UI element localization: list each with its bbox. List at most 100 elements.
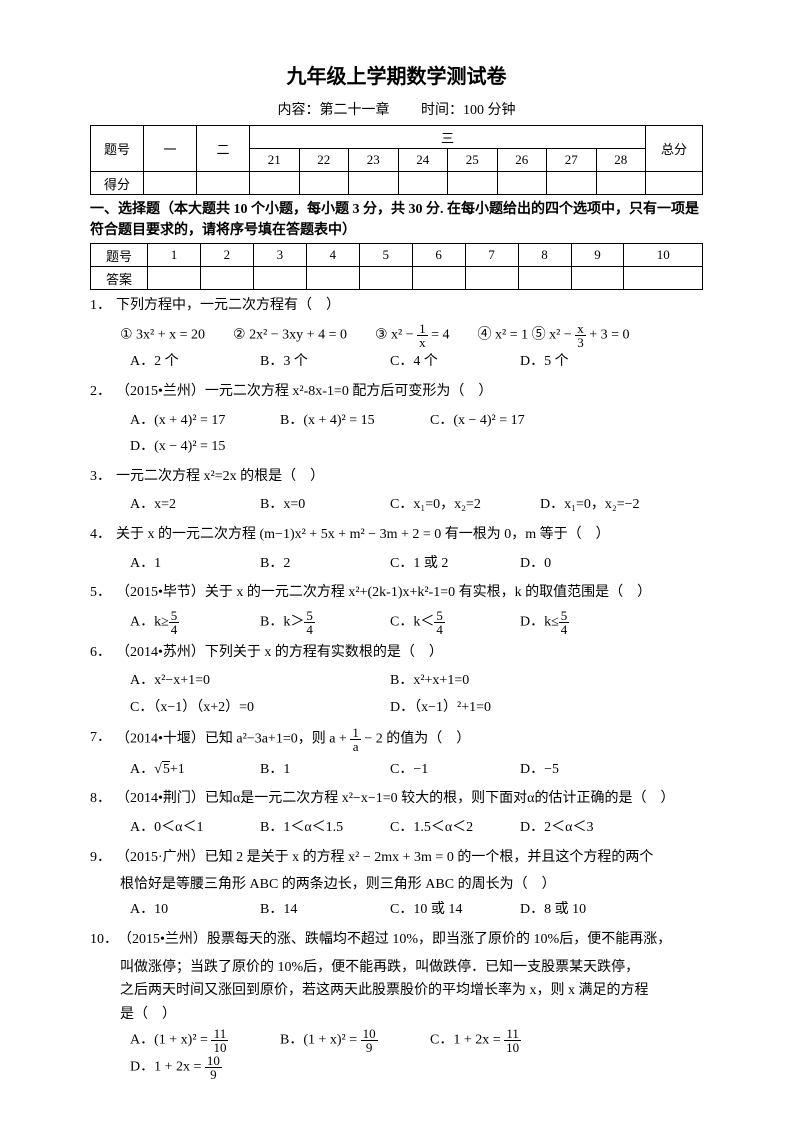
q6-options: A．x²−x+1=0 B．x²+x+1=0 C．（x−1）（x+2）=0 D．（…: [130, 668, 703, 721]
q5-text: （2015•毕节）关于 x 的一元二次方程 x²+(2k-1)x+k²-1=0 …: [116, 581, 703, 605]
q8-c: C．1.5＜α＜2: [390, 815, 520, 842]
q10-a-frac: 1110: [211, 1027, 228, 1054]
q8-num: 8．: [90, 787, 116, 811]
q7-a-pre: A．: [130, 762, 154, 777]
ans-col: 5: [359, 244, 412, 267]
score-header-defen: 得分: [91, 172, 144, 195]
score-cell: [596, 172, 646, 195]
q9-c: C．10 或 14: [390, 897, 520, 924]
q7-b: B．1: [260, 757, 390, 784]
q10-b-pre: B．(1 + x)² =: [280, 1033, 361, 1048]
q10-a-d: 10: [211, 1041, 228, 1054]
q8: 8． （2014•荆门）已知α是一元二次方程 x²−x−1=0 较大的根，则下面…: [90, 787, 703, 811]
q5-d-fd: 4: [559, 623, 570, 636]
q5-num: 5．: [90, 581, 116, 605]
score-cell: [197, 172, 250, 195]
ans-cell: [359, 267, 412, 290]
ans-col: 3: [253, 244, 306, 267]
ans-cell: [200, 267, 253, 290]
q4-options: A．1 B．2 C．1 或 2 D．0: [130, 551, 703, 578]
score-cell: [144, 172, 197, 195]
q3-d: D．x₁=0，x₂=−2: [540, 492, 690, 519]
q1-frac2: x3: [575, 322, 586, 349]
q5-a-frac: 54: [169, 609, 180, 636]
q5-c-fd: 4: [434, 623, 445, 636]
q3-num: 3．: [90, 465, 116, 489]
q10: 10． （2015•兰州）股票每天的涨、跌幅均不超过 10%，即当涨了原价的 1…: [90, 928, 703, 952]
page-title: 九年级上学期数学测试卷: [90, 60, 703, 89]
ans-cell: [253, 267, 306, 290]
q7-d: D．−5: [520, 757, 650, 784]
q1-options: A．2 个 B．3 个 C．4 个 D．5 个: [130, 349, 703, 376]
q10-l4: 是（ ）: [120, 1003, 703, 1027]
score-cell: [448, 172, 498, 195]
q4-d: D．0: [520, 551, 650, 578]
q2-options: A．(x + 4)² = 17 B．(x + 4)² = 15 C．(x − 4…: [130, 408, 703, 461]
q5-b-fd: 4: [304, 623, 315, 636]
q7-fn: 1: [350, 726, 361, 740]
q7-frac: 1a: [350, 726, 361, 753]
q8-text: （2014•荆门）已知α是一元二次方程 x²−x−1=0 较大的根，则下面对α的…: [116, 787, 703, 811]
q10-d-d: 9: [205, 1068, 222, 1081]
ans-cell: [306, 267, 359, 290]
q5-c: C．k＜54: [390, 609, 520, 636]
q3-c: C．x₁=0，x₂=2: [390, 492, 540, 519]
q5-b-fn: 5: [304, 609, 315, 623]
score-sub-25: 25: [448, 149, 498, 172]
ans-col: 9: [571, 244, 624, 267]
score-cell: [547, 172, 597, 195]
ans-col: 10: [624, 244, 703, 267]
score-col-three: 三: [250, 126, 646, 149]
score-sub-23: 23: [349, 149, 399, 172]
q10-options: A．(1 + x)² = 1110 B．(1 + x)² = 109 C．1 +…: [130, 1027, 703, 1082]
score-cell: [299, 172, 349, 195]
score-sub-21: 21: [250, 149, 300, 172]
score-sub-28: 28: [596, 149, 646, 172]
q10-c-n: 11: [504, 1027, 521, 1041]
q6: 6． （2014•苏州）下列关于 x 的方程有实数根的是（ ）: [90, 641, 703, 665]
q3: 3． 一元二次方程 x²=2x 的根是（ ）: [90, 465, 703, 489]
subtitle-content: 内容：第二十一章: [278, 103, 390, 118]
ans-col: 8: [518, 244, 571, 267]
q2-a: A．(x + 4)² = 17: [130, 408, 280, 435]
q10-d-pre: D．1 + 2x =: [130, 1060, 205, 1075]
q5-b-pre: B．k＞: [260, 615, 304, 630]
score-cell: [349, 172, 399, 195]
q1-eq-lead: ① 3x² + x = 20 ② 2x² − 3xy + 4 = 0 ③ x² …: [120, 328, 417, 343]
q10-c: C．1 + 2x = 1110: [430, 1027, 580, 1054]
q10-a: A．(1 + x)² = 1110: [130, 1027, 280, 1054]
ans-col: 1: [148, 244, 201, 267]
ans-header-daan: 答案: [91, 267, 148, 290]
q6-a: A．x²−x+1=0: [130, 668, 390, 695]
q7-options: A．√5+1 B．1 C．−1 D．−5: [130, 757, 703, 784]
q1: 1． 下列方程中，一元二次方程有（ ）: [90, 294, 703, 318]
score-cell: [250, 172, 300, 195]
q1-text: 下列方程中，一元二次方程有（ ）: [116, 294, 703, 318]
q9-num: 9．: [90, 846, 116, 870]
q7: 7． （2014•十堰）已知 a²−3a+1=0，则 a + 1a − 2 的值…: [90, 726, 703, 753]
q2-c: C．(x − 4)² = 17: [430, 408, 580, 435]
q1-num: 1．: [90, 294, 116, 318]
subtitle-time: 时间：100 分钟: [421, 103, 516, 118]
q5: 5． （2015•毕节）关于 x 的一元二次方程 x²+(2k-1)x+k²-1…: [90, 581, 703, 605]
q7-a-post: +1: [170, 762, 185, 777]
q9-a: A．10: [130, 897, 260, 924]
q8-a: A．0＜α＜1: [130, 815, 260, 842]
subtitle: 内容：第二十一章 时间：100 分钟: [90, 99, 703, 119]
score-sub-22: 22: [299, 149, 349, 172]
q10-a-pre: A．(1 + x)² =: [130, 1033, 211, 1048]
q9: 9． （2015·广州）已知 2 是关于 x 的方程 x² − 2mx + 3m…: [90, 846, 703, 870]
q10-b-frac: 109: [361, 1027, 378, 1054]
score-col-two: 二: [197, 126, 250, 172]
q3-a: A．x=2: [130, 492, 260, 519]
ans-cell: [571, 267, 624, 290]
q7-a-root: 5: [162, 761, 170, 777]
q1-a: A．2 个: [130, 349, 260, 376]
q5-d-pre: D．k≤: [520, 615, 559, 630]
q5-c-fn: 5: [434, 609, 445, 623]
ans-cell: [412, 267, 465, 290]
q5-b-frac: 54: [304, 609, 315, 636]
q3-text: 一元二次方程 x²=2x 的根是（ ）: [116, 465, 703, 489]
q8-b: B．1＜α＜1.5: [260, 815, 390, 842]
q4-text: 关于 x 的一元二次方程 (m−1)x² + 5x + m² − 3m + 2 …: [116, 523, 703, 547]
